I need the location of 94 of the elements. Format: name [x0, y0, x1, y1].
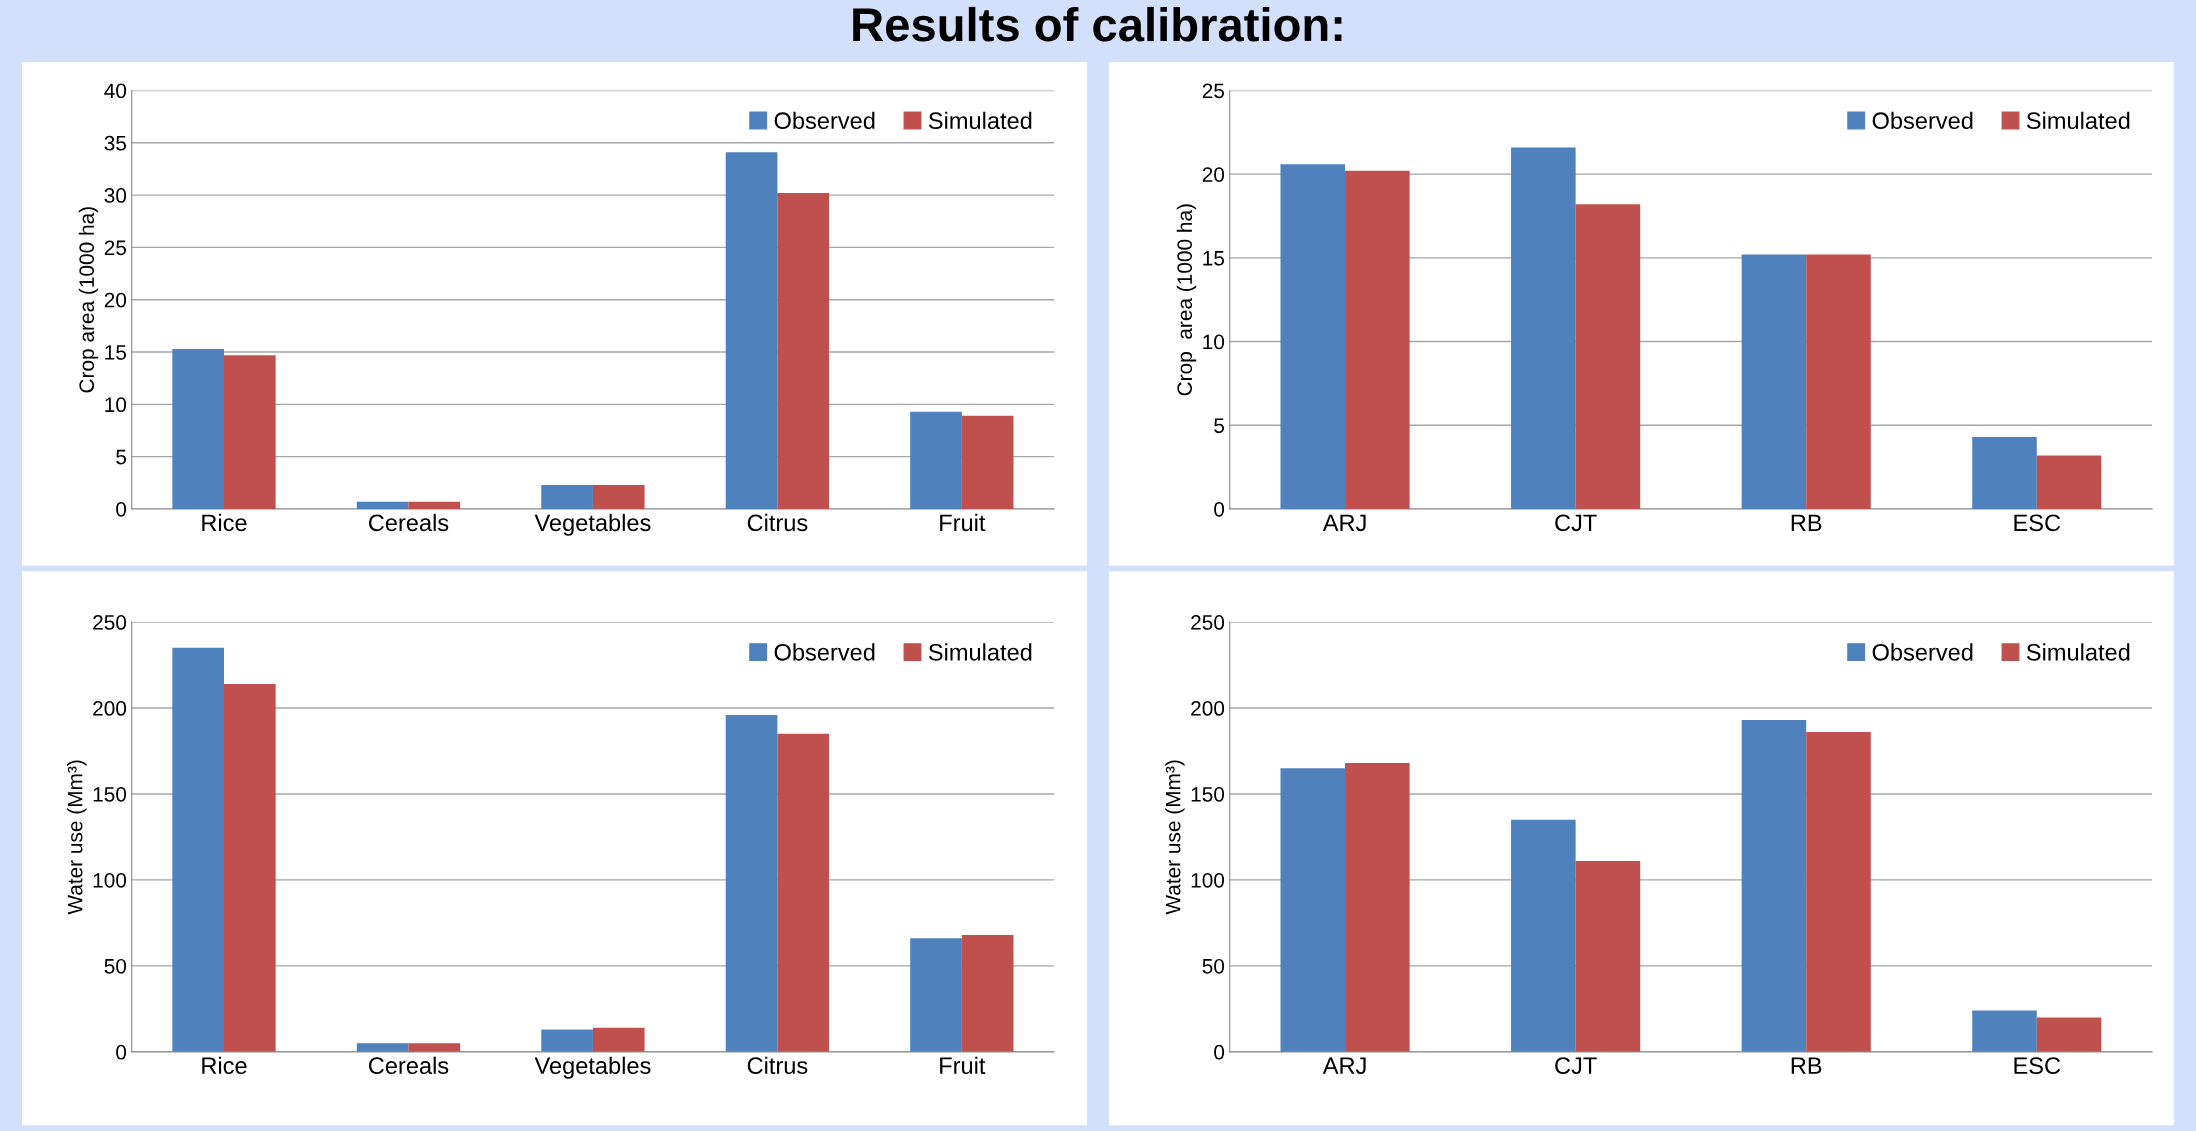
y-tick-label: 5	[116, 449, 127, 465]
x-tick-label: ESC	[2014, 1057, 2061, 1075]
bar	[408, 1043, 461, 1052]
bar	[910, 411, 962, 509]
bar	[2036, 455, 2102, 509]
x-tick-label: RB	[1791, 1057, 1822, 1074]
y-tick-label: 100	[1191, 872, 1225, 888]
x-tick-label: ARJ	[1322, 514, 1366, 532]
x-tick-label: ARJ	[1322, 1057, 1366, 1075]
y-tick-label: 15	[1203, 251, 1225, 266]
x-tick-label: ESC	[2014, 514, 2061, 532]
x-tick-label: CJT	[1555, 514, 1597, 532]
y-tick-label: 30	[104, 188, 127, 203]
y-tick-label: 20	[1202, 167, 1225, 182]
bar	[1345, 763, 1410, 1052]
y-axis-title: Water use (Mm³)	[67, 760, 87, 915]
y-axis-title: Crop area (1000 ha)	[78, 207, 99, 393]
y-tick-label: 20	[104, 292, 127, 308]
legend-label: Simulated	[928, 643, 1032, 661]
bar	[541, 1029, 593, 1052]
bar	[356, 501, 409, 509]
y-tick-label: 0	[1214, 501, 1225, 517]
y-tick-label: 200	[1191, 701, 1225, 716]
x-tick-label: Rice	[202, 513, 247, 532]
x-tick-label: CJT	[1555, 1057, 1597, 1075]
bar	[1972, 436, 2037, 509]
bar	[725, 152, 778, 509]
bar	[172, 348, 224, 509]
y-tick-label: 0	[116, 1044, 127, 1060]
bar	[777, 733, 830, 1052]
x-tick-label: RB	[1791, 514, 1822, 531]
x-tick-label: Fruit	[940, 1056, 986, 1075]
y-axis-title: Water use (Mm³)	[1165, 760, 1185, 915]
x-tick-label: Cereals	[368, 513, 449, 532]
bar	[725, 714, 778, 1052]
bar	[408, 501, 461, 509]
bar	[356, 1043, 409, 1052]
y-tick-label: 25	[104, 240, 127, 256]
chart-title: Results of calibration:	[853, 6, 1342, 42]
y-tick-label: 250	[1191, 615, 1225, 630]
bar	[910, 938, 962, 1052]
y-tick-label: 5	[1214, 418, 1225, 434]
bar	[541, 484, 593, 509]
x-tick-label: Fruit	[940, 513, 986, 532]
bar	[961, 934, 1014, 1052]
bar	[592, 1027, 645, 1052]
bar	[592, 484, 645, 509]
x-tick-label: Cereals	[368, 1056, 449, 1075]
legend-label: Simulated	[2026, 111, 2130, 130]
legend-label: Observed	[774, 111, 875, 130]
legend-label: Simulated	[2026, 643, 2130, 661]
bar	[1575, 204, 1641, 509]
y-tick-label: 10	[105, 397, 127, 413]
legend-label: Observed	[1872, 111, 1973, 130]
bar	[1511, 147, 1576, 509]
bar	[223, 355, 276, 509]
x-tick-label: Citrus	[747, 513, 808, 532]
bar	[223, 683, 276, 1052]
bar	[777, 193, 830, 509]
y-tick-label: 10	[1203, 334, 1225, 350]
legend-label: Observed	[1872, 643, 1973, 661]
bar	[1741, 254, 1807, 509]
y-tick-label: 15	[105, 345, 127, 360]
x-tick-label: Rice	[202, 1056, 247, 1075]
y-tick-label: 35	[104, 135, 127, 151]
bar	[1280, 768, 1346, 1052]
bar	[961, 415, 1014, 509]
x-tick-label: Citrus	[747, 1056, 808, 1075]
y-tick-label: 50	[1202, 958, 1225, 974]
bar	[172, 647, 224, 1052]
bar	[1806, 254, 1871, 509]
bar	[1575, 861, 1641, 1052]
y-tick-label: 50	[104, 958, 127, 974]
bar	[1972, 1010, 2037, 1052]
y-tick-label: 250	[93, 615, 127, 630]
y-tick-label: 150	[1191, 786, 1225, 802]
legend-label: Observed	[774, 643, 875, 661]
bar	[1345, 170, 1410, 509]
y-axis-title: Crop area (1000 ha)	[1176, 204, 1197, 396]
x-tick-label: Vegetables	[534, 513, 651, 536]
bar	[1511, 819, 1576, 1052]
y-tick-label: 150	[93, 786, 127, 802]
y-tick-label: 100	[93, 872, 127, 888]
legend-label: Simulated	[928, 111, 1032, 130]
y-tick-label: 40	[104, 83, 127, 99]
y-tick-label: 0	[116, 501, 127, 517]
bar	[1280, 164, 1346, 509]
y-tick-label: 0	[1214, 1044, 1225, 1060]
bar	[1806, 732, 1871, 1052]
bar	[1741, 720, 1807, 1052]
y-tick-label: 25	[1202, 83, 1225, 99]
x-tick-label: Vegetables	[534, 1056, 651, 1079]
y-tick-label: 200	[93, 701, 127, 716]
bar	[2036, 1017, 2102, 1052]
